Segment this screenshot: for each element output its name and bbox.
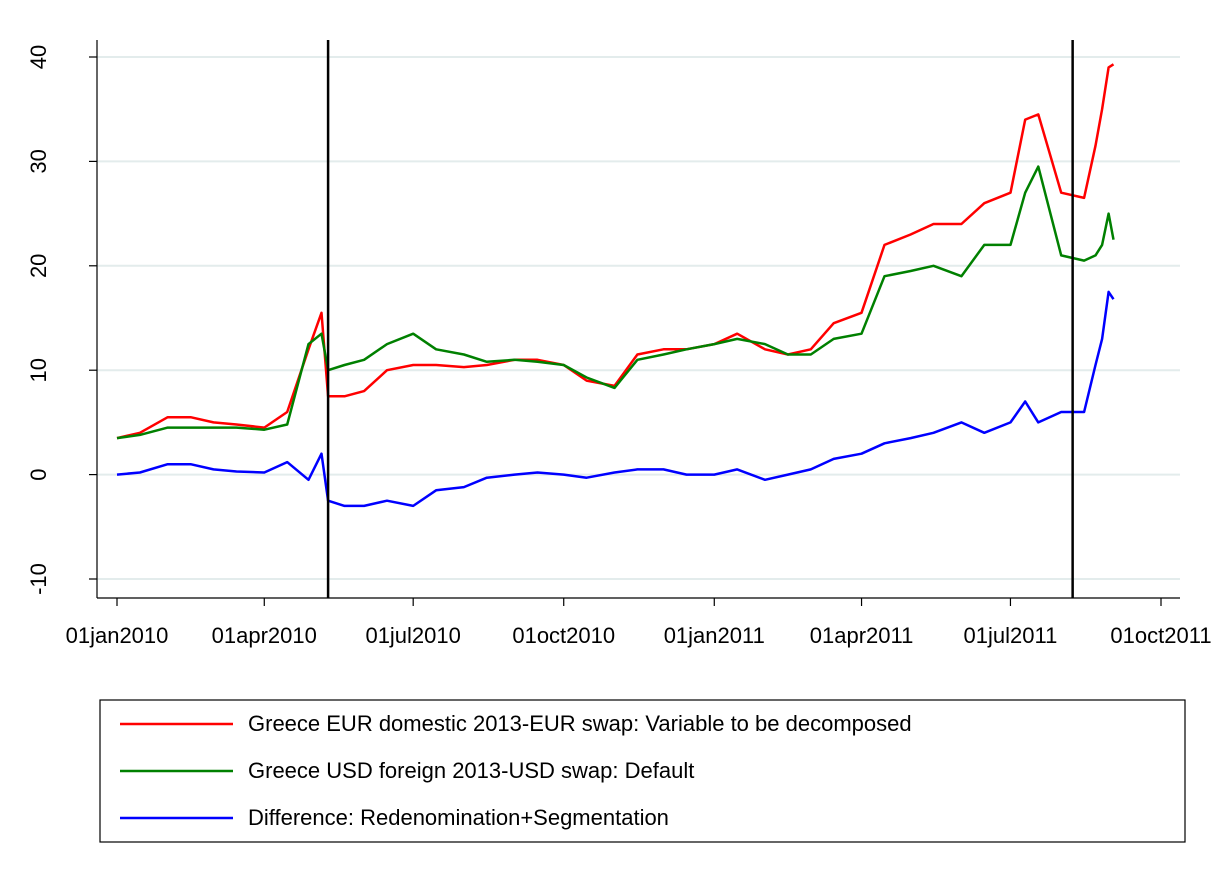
legend-label: Greece EUR domestic 2013-EUR swap: Varia… xyxy=(248,711,912,736)
x-tick-label: 01jan2011 xyxy=(664,623,765,648)
x-tick-label: 01apr2011 xyxy=(810,623,914,648)
y-tick-label: 20 xyxy=(26,254,51,278)
series-line xyxy=(116,290,1115,508)
y-tick-label: 30 xyxy=(26,149,51,173)
x-tick-label: 01jan2010 xyxy=(66,623,169,648)
x-tick-label: 01apr2010 xyxy=(212,623,317,648)
legend-box xyxy=(99,699,1186,843)
y-tick-label: 0 xyxy=(26,468,51,480)
series-line xyxy=(116,165,1115,440)
legend-label: Difference: Redenomination+Segmentation xyxy=(248,805,669,830)
x-tick-label: 01jul2010 xyxy=(365,623,460,648)
y-tick-label: 40 xyxy=(26,45,51,69)
y-tick-label: -10 xyxy=(26,563,51,595)
x-tick-label: 01oct2011 xyxy=(1110,623,1211,648)
x-tick-label: 01oct2010 xyxy=(512,623,615,648)
legend-label: Greece USD foreign 2013-USD swap: Defaul… xyxy=(248,758,694,783)
y-tick-label: 10 xyxy=(26,358,51,382)
x-tick-label: 01jul2011 xyxy=(964,623,1058,648)
